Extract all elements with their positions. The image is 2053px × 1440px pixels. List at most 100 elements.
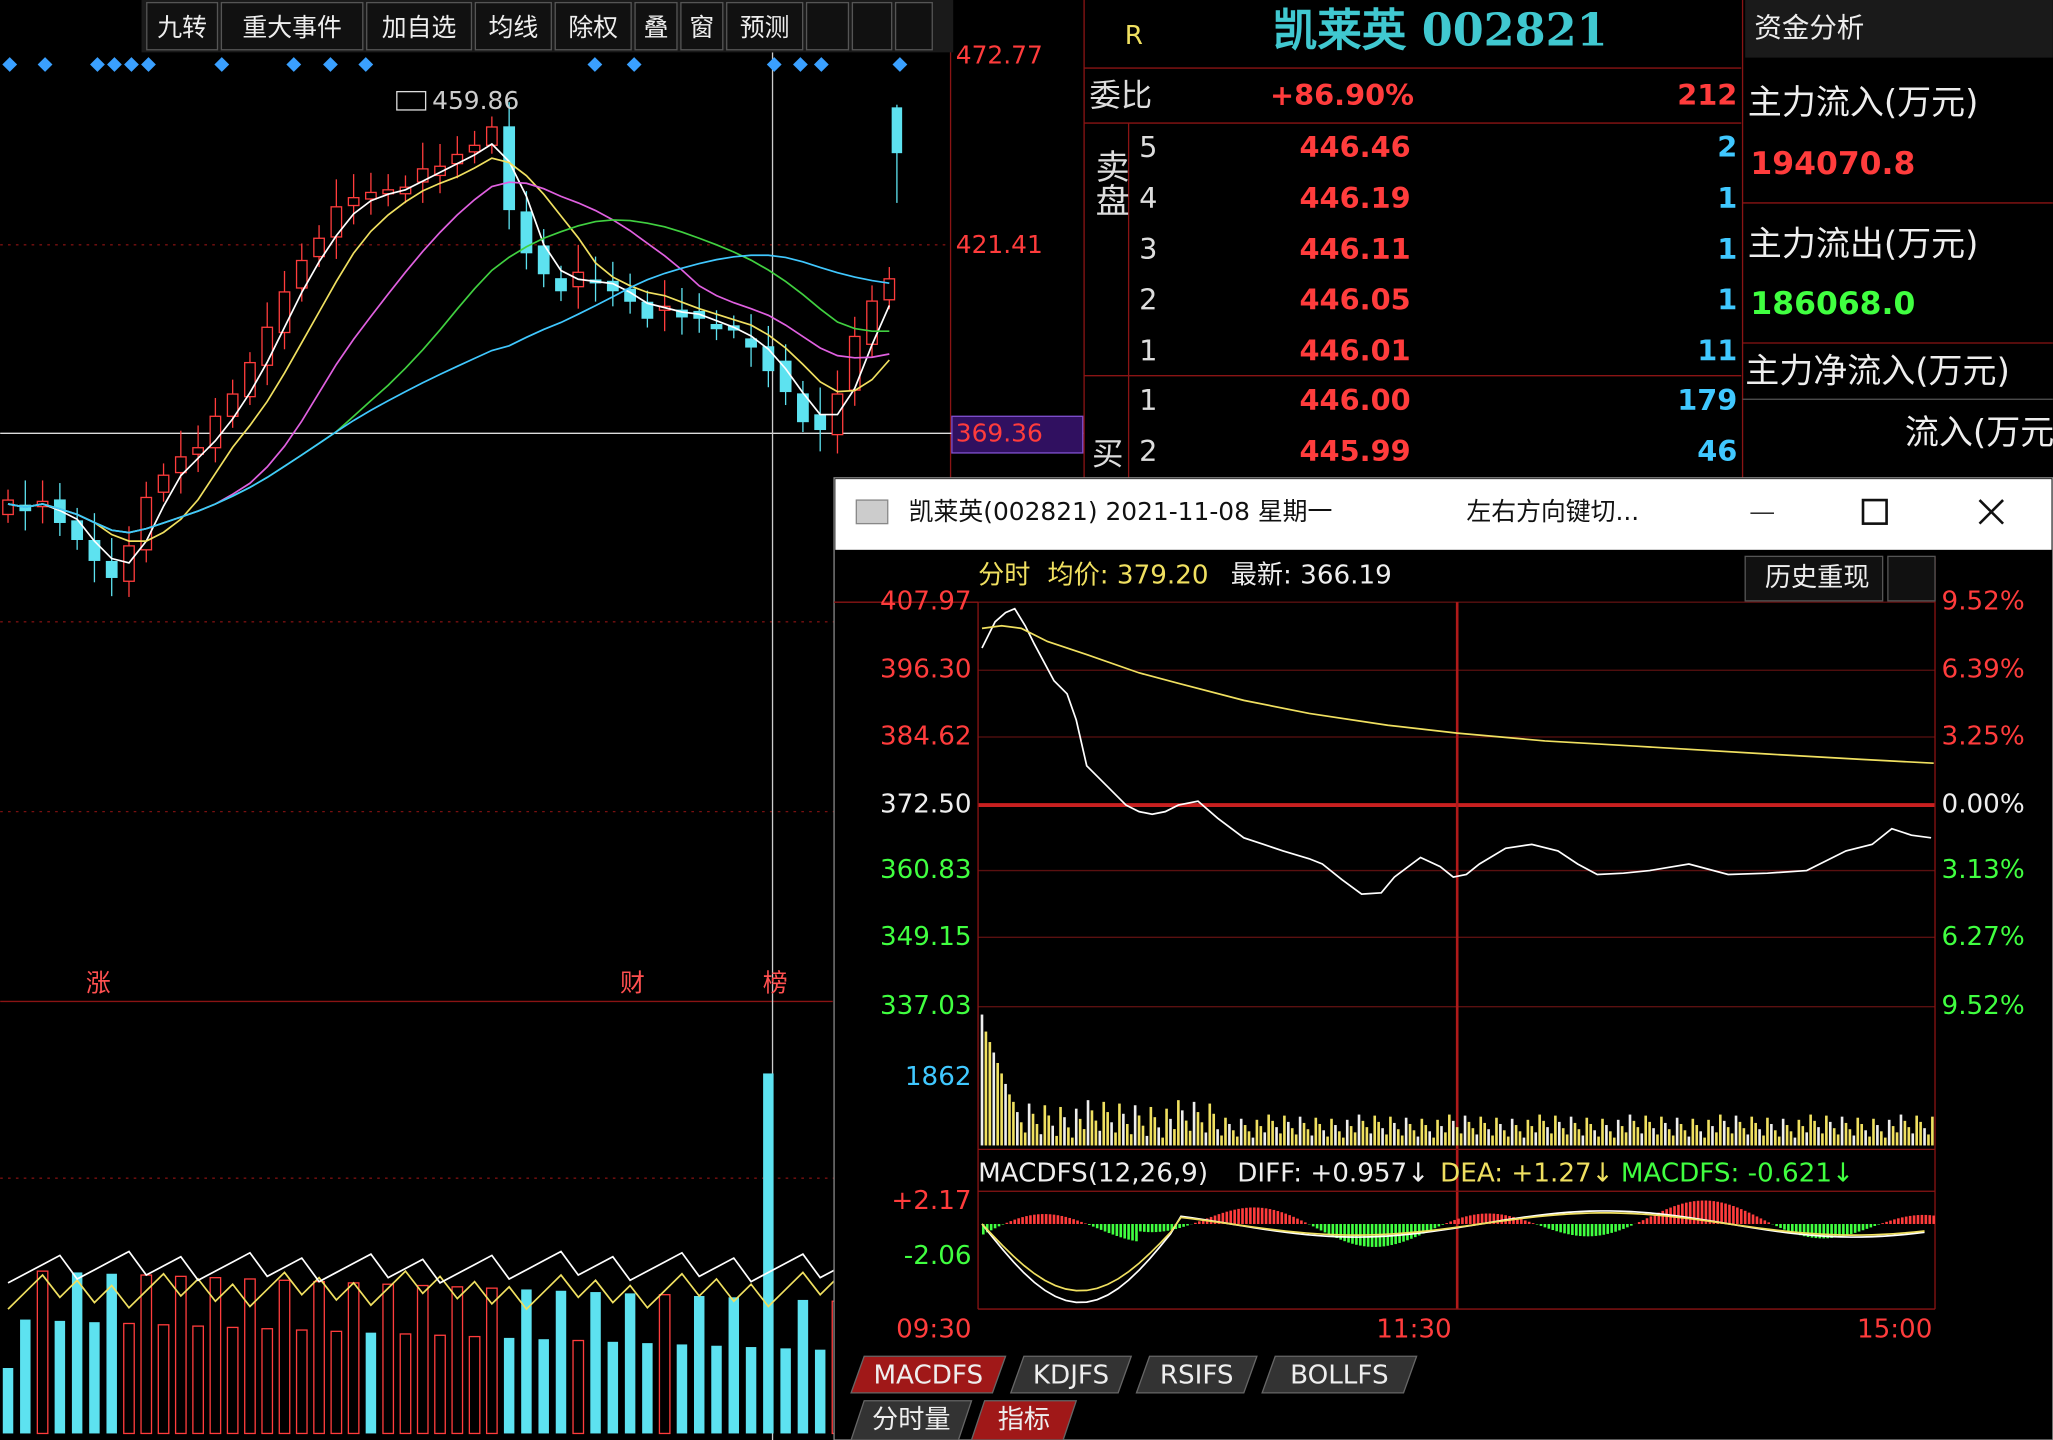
volume-bar [1683,1130,1687,1146]
volume-bar [521,1289,532,1434]
volume-bar [1137,1115,1141,1146]
indicator-tab[interactable] [1135,1355,1258,1394]
x-tick-label: 11:30 [1376,1315,1451,1345]
volume-bar [157,1324,170,1435]
volume-bar [1224,1117,1227,1146]
macd-bar [1629,1224,1633,1226]
toolbar-button-label[interactable]: 预测 [740,13,790,42]
volume-bar [1809,1114,1812,1146]
toolbar-button [366,1,473,51]
toolbar-button [634,1,678,51]
macd-bar [1025,1216,1028,1224]
macd-bar [1425,1224,1429,1232]
history-button-label[interactable]: 历史重现 [1765,563,1870,593]
view-tab[interactable] [970,1400,1078,1440]
macd-bar [1417,1224,1421,1236]
indicator-tab-label[interactable]: RSIFS [1160,1360,1234,1390]
sell-label: 卖盘 [1089,149,1129,217]
volume-bar [1660,1116,1663,1146]
macd-bar [1123,1224,1126,1239]
toolbar-button-label[interactable]: 加自选 [382,13,457,42]
volume: 1 [1717,232,1737,266]
macd-bar [1806,1224,1810,1238]
toolbar-button-label[interactable]: 均线 [488,13,538,42]
macd-bar [1445,1223,1449,1224]
price-label: 421.41 [956,230,1043,259]
volume-bar [1703,1137,1706,1146]
indicator-tab-label[interactable]: KDJFS [1033,1360,1109,1390]
volume-bar [20,1319,31,1434]
toolbar-button-label[interactable]: 除权 [568,13,618,42]
volume-bar [1722,1120,1726,1146]
toolbar-button-label[interactable]: 窗 [689,13,714,42]
indicator-tab[interactable] [1009,1355,1133,1394]
toolbar-button-label[interactable]: 重大事件 [242,13,341,42]
toolbar-button-label[interactable]: 九转 [157,13,207,42]
macd-bar [1335,1224,1339,1239]
volume-bar [1161,1137,1164,1146]
volume-bar [1656,1134,1659,1146]
macd-bar [1861,1224,1865,1231]
fund-title: 资金分析 [1754,12,1864,44]
macd-bar [1606,1224,1610,1234]
volume-bar [1475,1134,1479,1146]
macd-bar [1280,1212,1284,1224]
fund-value: 194070.8 [1750,146,1915,182]
macd-bar [1826,1224,1829,1239]
toolbar-button [554,1,632,51]
volume-bar [1503,1130,1506,1146]
indicator-tab-label[interactable]: BOLLFS [1290,1360,1388,1390]
volume-ma [7,1269,890,1311]
volume-bar [1239,1118,1243,1146]
volume-bar [1353,1132,1357,1146]
macd-bar [1520,1219,1523,1224]
volume-bar [1149,1106,1153,1146]
macd-bar [1013,1219,1017,1224]
macd-bar [1881,1223,1884,1224]
ratio-value: +86.90% [1270,78,1414,112]
volume-bar [1616,1119,1620,1146]
volume-bar [1023,1132,1027,1146]
toolbar-button [680,1,724,51]
macd-bar [1602,1224,1606,1235]
view-tab-label[interactable]: 分时量 [872,1405,951,1435]
view-tab-label[interactable]: 指标 [998,1405,1050,1435]
y2-tick-label: 3.13% [1942,855,2025,885]
macd-bar [1492,1213,1496,1224]
volume-bar [1184,1120,1188,1146]
macd-bar [1249,1207,1252,1224]
volume-bar [1063,1117,1066,1146]
macd-bar [1539,1224,1543,1226]
volume-bar [416,1284,429,1435]
volume-bar [54,1320,66,1434]
macd-bar [1496,1213,1500,1224]
volume-bar [1612,1137,1616,1146]
macd-bar [1229,1210,1233,1224]
macd-bar [993,1224,997,1229]
view-tab[interactable] [850,1400,973,1440]
indicator-tab[interactable] [1261,1355,1418,1394]
toolbar-button [474,1,552,51]
toolbar-button-label[interactable]: 叠 [644,13,669,42]
candle-body [278,291,291,334]
candle-body [745,338,757,348]
volume-bar [1153,1117,1157,1146]
volume-bar [1664,1122,1667,1146]
macd-bar [1068,1217,1072,1224]
candle-body [485,126,498,146]
volume-bar [1530,1126,1534,1146]
volume-bar [1059,1106,1062,1146]
volume-bar [1047,1115,1051,1146]
indicator-tab-label[interactable]: MACDFS [873,1360,983,1390]
volume-bar [1899,1114,1903,1146]
macd-bar [1637,1222,1641,1224]
indicator-tab[interactable] [850,1355,1007,1394]
candle-body [140,496,153,551]
candle-body [295,259,308,289]
volume-bar [1098,1130,1102,1146]
volume-bar [1864,1130,1867,1146]
macd-bar [1559,1224,1562,1233]
volume-bar [1448,1114,1451,1146]
volume-bar [1031,1113,1035,1146]
macd-bar [1127,1224,1130,1240]
